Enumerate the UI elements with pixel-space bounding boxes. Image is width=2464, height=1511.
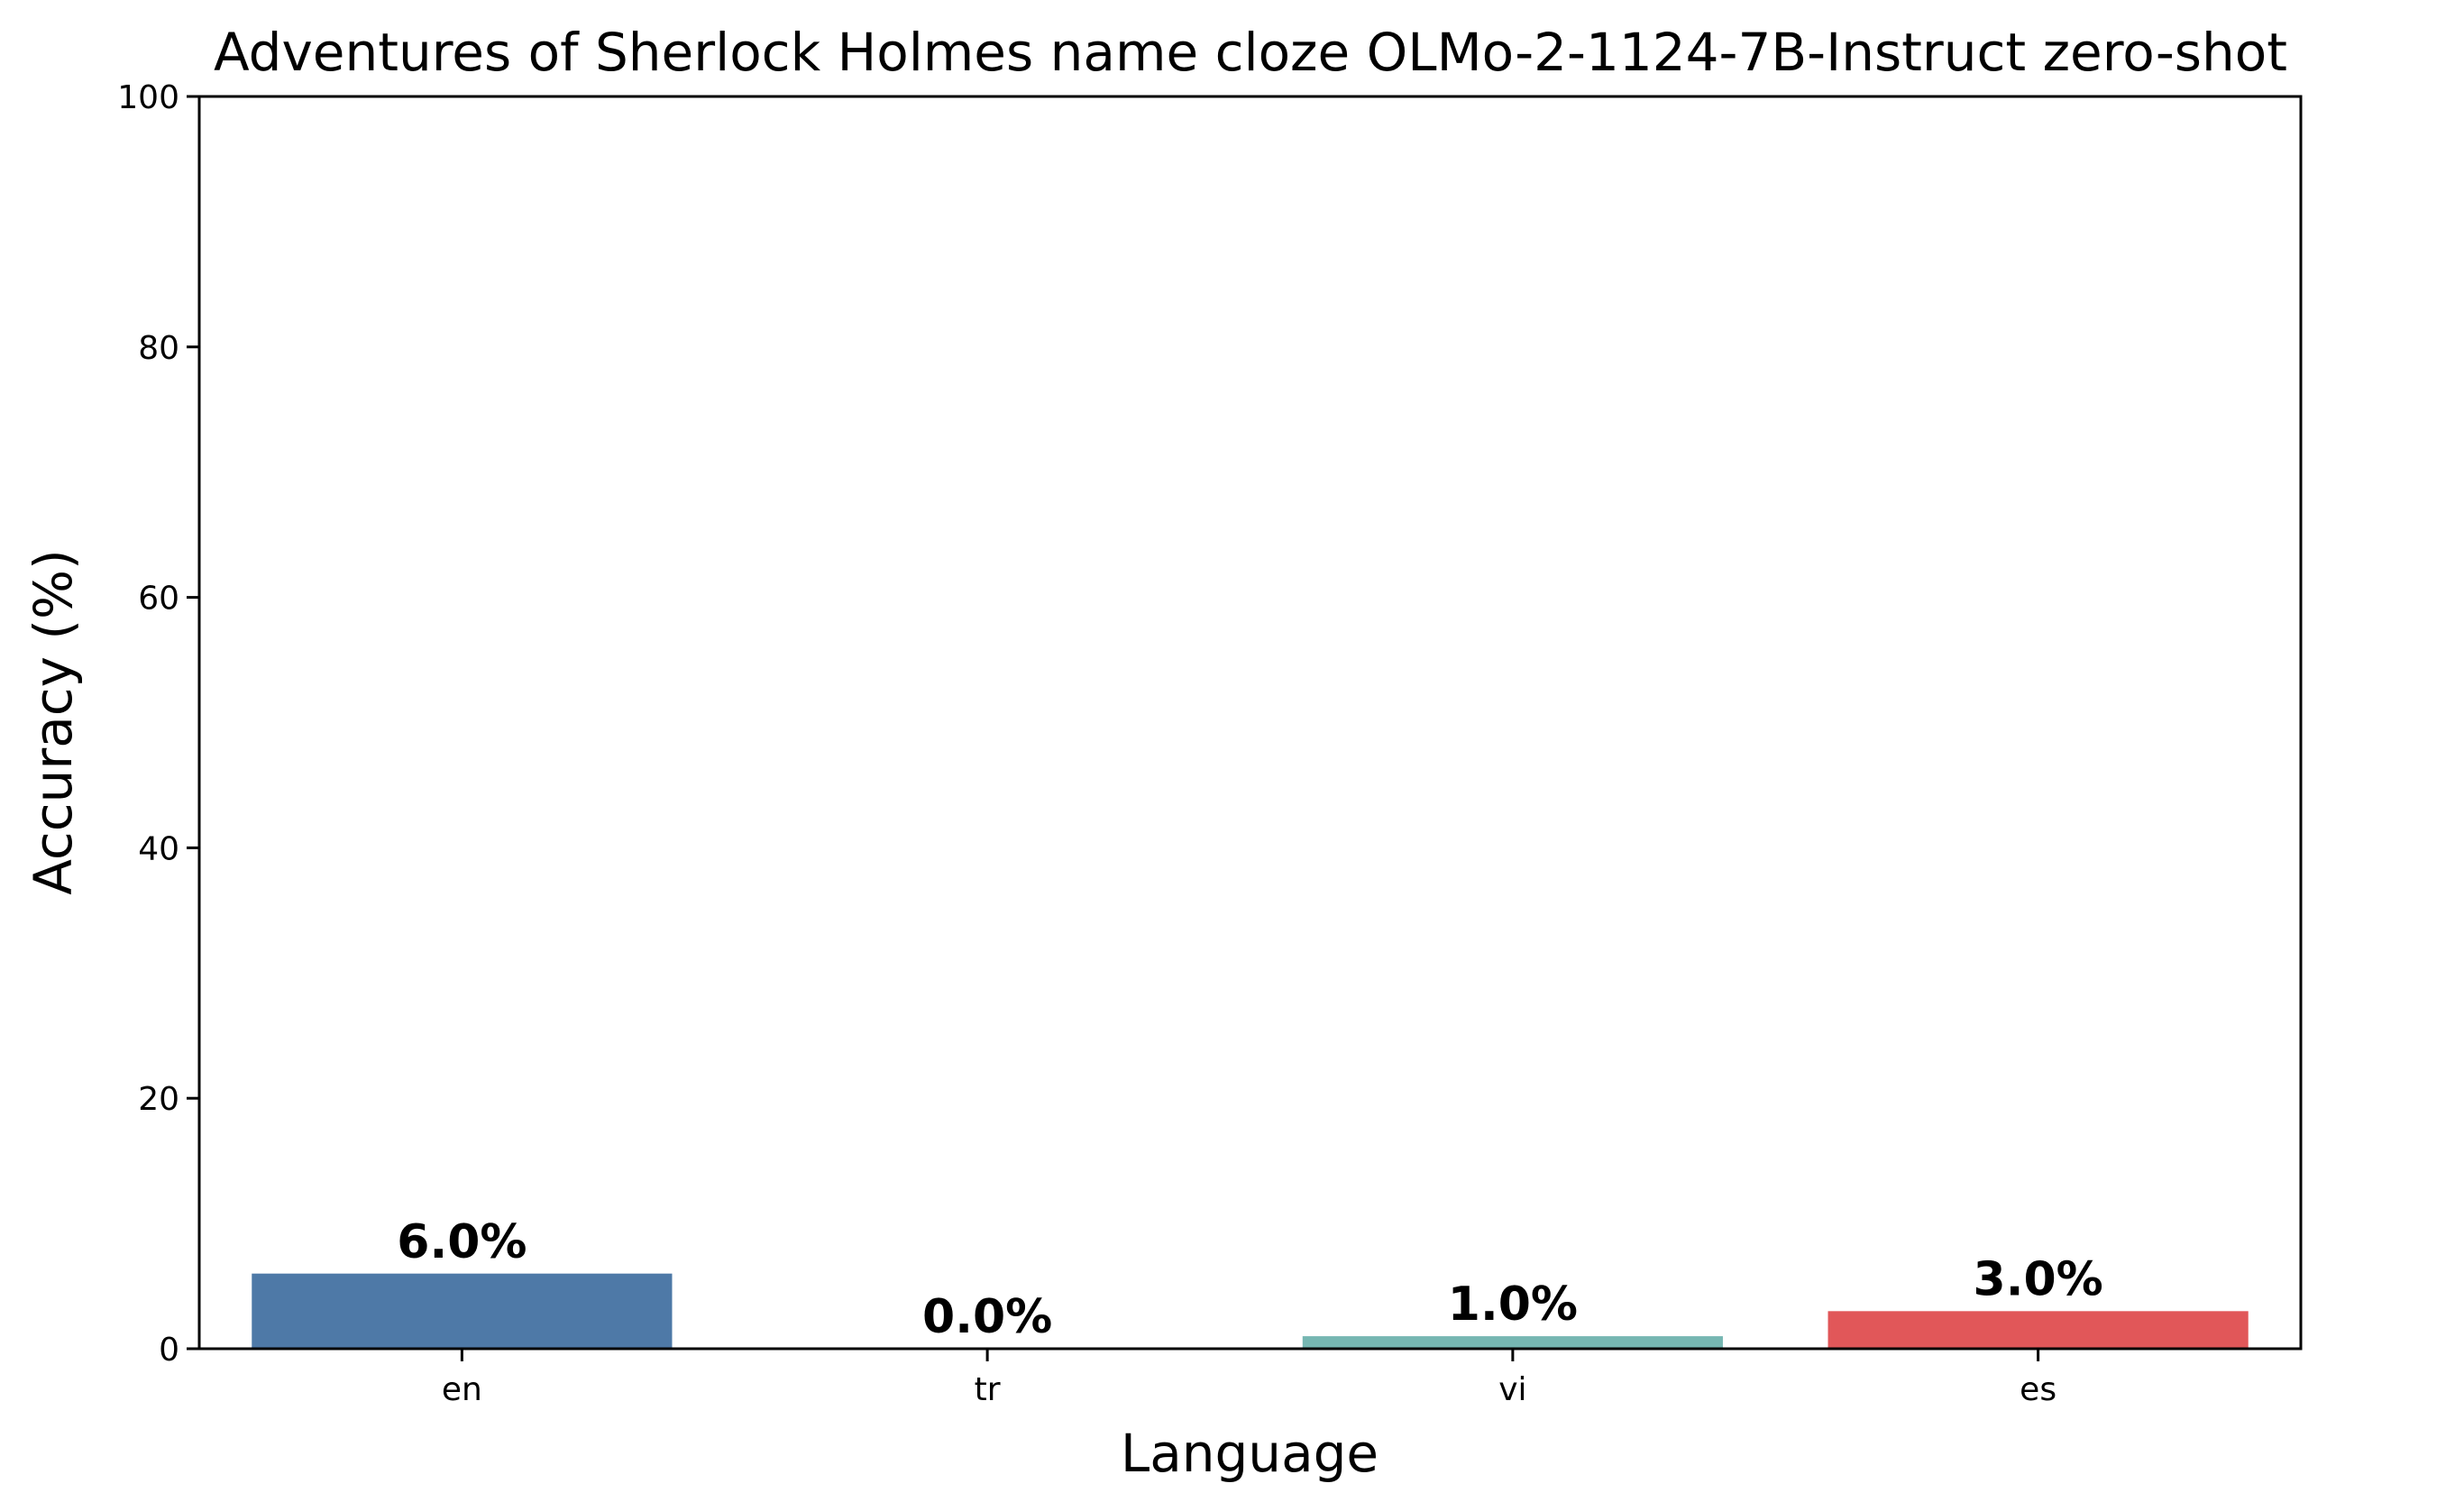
x-tick-label-en: en [442, 1371, 482, 1408]
y-axis-label: Accuracy (%) [23, 549, 84, 895]
x-tick-label-tr: tr [975, 1371, 1001, 1408]
y-tick-label: 20 [138, 1081, 179, 1118]
data-label-vi: 1.0% [1448, 1277, 1578, 1332]
x-tick-label-vi: vi [1498, 1371, 1526, 1408]
y-tick-label: 80 [138, 330, 179, 367]
plot-frame [197, 95, 2303, 1351]
x-tick-label-es: es [2020, 1371, 2056, 1408]
plot-area: 0 20 40 60 80 100 en 6.0% tr 0.0% vi 1.0% es 3.0% [117, 79, 2249, 1408]
y-tick-label: 60 [138, 581, 179, 618]
bar-es [1827, 1311, 2249, 1349]
data-label-tr: 0.0% [922, 1290, 1052, 1344]
data-label-en: 6.0% [397, 1215, 527, 1269]
bar-vi [1302, 1336, 1723, 1349]
bar-en [252, 1273, 673, 1349]
data-label-es: 3.0% [1974, 1252, 2103, 1306]
chart-title: Adventures of Sherlock Holmes name cloze… [214, 22, 2287, 83]
y-tick-label: 0 [159, 1332, 179, 1369]
x-axis-label: Language [1121, 1423, 1379, 1484]
y-tick-label: 100 [117, 79, 179, 116]
y-tick-label: 40 [138, 830, 179, 867]
